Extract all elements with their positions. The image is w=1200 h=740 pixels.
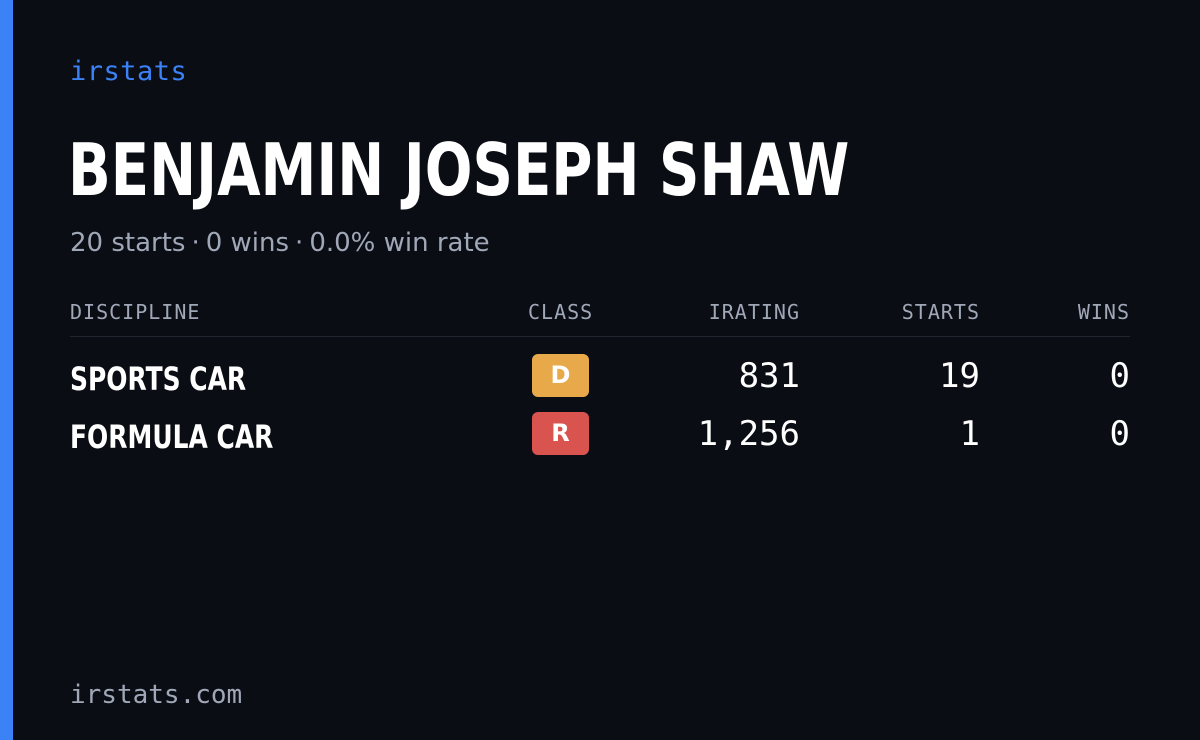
accent-bar <box>0 0 13 740</box>
brand-logo-text: irstats <box>70 56 188 87</box>
summary-starts: 20 starts <box>70 228 186 258</box>
license-class-badge: D <box>532 354 589 397</box>
header-class: CLASS <box>528 300 594 324</box>
row-discipline: FORMULA CAR <box>70 418 274 456</box>
table-row: SPORTS CAR D 831 19 0 <box>70 354 1130 402</box>
row-discipline: SPORTS CAR <box>70 360 247 398</box>
row-starts: 1 <box>959 414 980 454</box>
summary-separator: · <box>191 228 200 258</box>
header-irating: IRATING <box>708 300 800 324</box>
header-starts: STARTS <box>901 300 980 324</box>
header-discipline: DISCIPLINE <box>70 300 201 324</box>
header-divider <box>70 336 1130 337</box>
summary-win-rate: 0.0% win rate <box>309 228 490 258</box>
table-header: DISCIPLINE CLASS IRATING STARTS WINS <box>70 300 1130 330</box>
player-name: BENJAMIN JOSEPH SHAW <box>68 128 850 212</box>
summary-wins: 0 wins <box>205 228 290 258</box>
row-irating: 1,256 <box>697 414 800 454</box>
player-summary: 20 starts · 0 wins · 0.0% win rate <box>70 228 490 258</box>
footer-url: irstats.com <box>70 680 243 710</box>
license-class-badge: R <box>532 412 589 455</box>
row-starts: 19 <box>939 356 980 396</box>
header-wins: WINS <box>1077 300 1130 324</box>
summary-separator: · <box>295 228 304 258</box>
row-wins: 0 <box>1109 356 1130 396</box>
row-wins: 0 <box>1109 414 1130 454</box>
table-row: FORMULA CAR R 1,256 1 0 <box>70 412 1130 460</box>
row-irating: 831 <box>738 356 800 396</box>
